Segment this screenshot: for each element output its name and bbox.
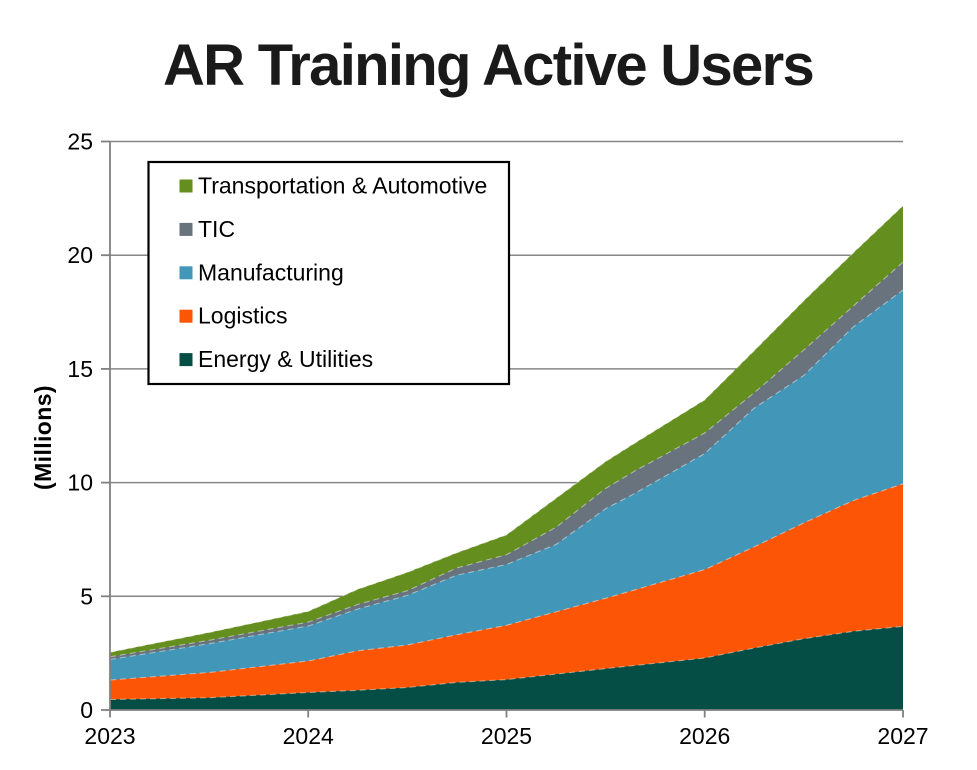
svg-text:2025: 2025 [481, 723, 532, 749]
svg-text:0: 0 [80, 697, 93, 723]
svg-text:15: 15 [67, 356, 93, 382]
svg-text:AR Training Active Users: AR Training Active Users [163, 33, 813, 98]
svg-text:Manufacturing: Manufacturing [198, 259, 344, 285]
svg-text:20: 20 [67, 242, 93, 268]
svg-text:10: 10 [67, 470, 93, 496]
svg-text:5: 5 [80, 583, 93, 609]
svg-text:Logistics: Logistics [198, 303, 287, 329]
svg-text:TIC: TIC [198, 216, 235, 242]
svg-text:2026: 2026 [679, 723, 730, 749]
svg-text:2027: 2027 [877, 723, 928, 749]
svg-text:(Millions): (Millions) [30, 385, 56, 490]
svg-text:2023: 2023 [84, 723, 135, 749]
svg-text:2024: 2024 [283, 723, 334, 749]
svg-text:Transportation & Automotive: Transportation & Automotive [198, 173, 487, 199]
svg-text:25: 25 [67, 129, 93, 155]
svg-text:Energy & Utilities: Energy & Utilities [198, 346, 373, 372]
